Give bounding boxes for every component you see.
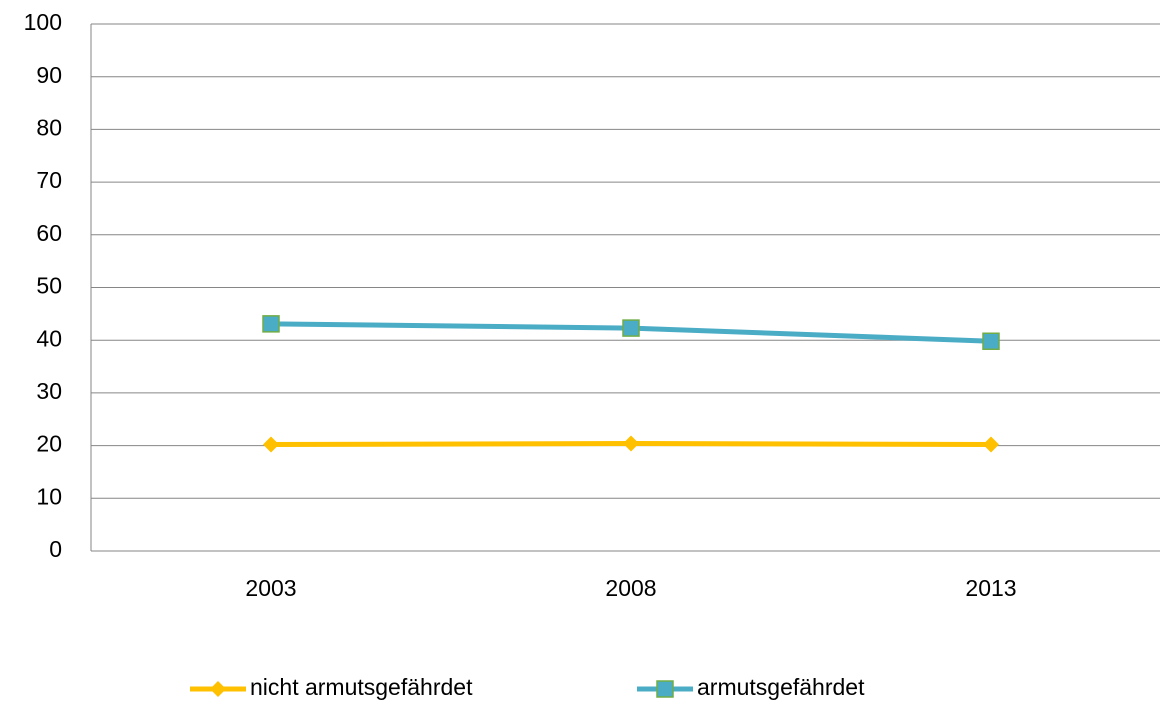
data-point bbox=[982, 332, 1000, 351]
y-tick-label: 60 bbox=[36, 220, 62, 246]
y-tick-label: 20 bbox=[36, 431, 62, 457]
x-tick-label: 2008 bbox=[605, 575, 656, 601]
y-tick-label: 30 bbox=[36, 378, 62, 404]
legend-label: nicht armutsgefährdet bbox=[250, 674, 473, 700]
x-tick-label: 2003 bbox=[245, 575, 296, 601]
y-tick-label: 40 bbox=[36, 325, 62, 351]
y-tick-label: 90 bbox=[36, 62, 62, 88]
data-point bbox=[983, 436, 999, 453]
y-tick-label: 50 bbox=[36, 273, 62, 299]
x-tick-label: 2013 bbox=[965, 575, 1016, 601]
legend-marker bbox=[210, 681, 226, 697]
y-tick-label: 80 bbox=[36, 114, 62, 140]
data-point bbox=[263, 436, 279, 453]
y-tick-label: 70 bbox=[36, 167, 62, 193]
data-point bbox=[623, 435, 639, 452]
y-tick-label: 0 bbox=[49, 536, 62, 562]
y-tick-label: 100 bbox=[24, 9, 62, 35]
legend-marker bbox=[656, 680, 674, 698]
legend-label: armutsgefährdet bbox=[697, 674, 865, 700]
y-tick-label: 10 bbox=[36, 483, 62, 509]
data-point bbox=[262, 315, 280, 333]
data-point bbox=[622, 319, 640, 337]
